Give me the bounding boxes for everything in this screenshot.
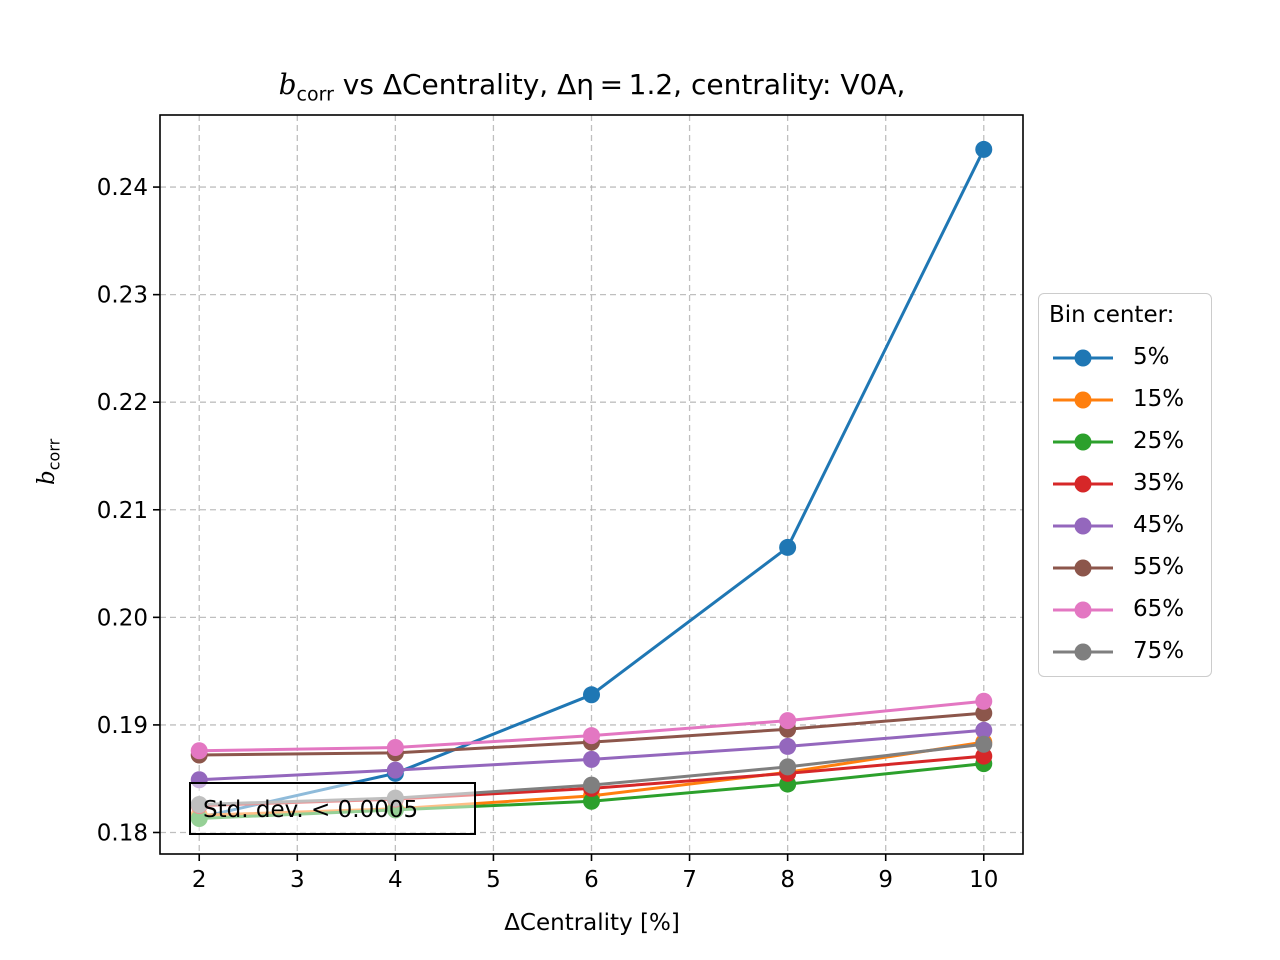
y-tick-label: 0.22: [97, 390, 148, 416]
legend-swatch: [1053, 559, 1113, 577]
data-point: [975, 704, 993, 722]
legend-label: 35%: [1133, 470, 1185, 496]
legend-swatch: [1053, 391, 1113, 409]
title-variable: b: [278, 68, 297, 101]
legend-marker: [1074, 475, 1092, 493]
x-tick-label: 4: [388, 867, 403, 893]
legend-label: 65%: [1133, 596, 1185, 622]
legend-swatch: [1053, 601, 1113, 619]
legend-item: 15%: [1051, 385, 1211, 415]
x-axis-label: ΔCentrality [%]: [504, 910, 680, 936]
y-tick-label: 0.24: [97, 175, 148, 201]
chart-title: bcorr vs ΔCentrality, Δη = 1.2, centrali…: [160, 68, 1024, 106]
legend-item: 65%: [1051, 595, 1211, 625]
x-tick-label: 6: [584, 867, 599, 893]
legend-marker: [1074, 433, 1092, 451]
data-point: [583, 727, 600, 745]
legend-label: 25%: [1133, 428, 1185, 454]
legend: Bin center: 5% 15% 25% 35% 45% 55% 65% 75%: [1038, 293, 1212, 677]
x-tick-label: 3: [290, 867, 305, 893]
legend-marker: [1074, 601, 1092, 619]
legend-marker: [1074, 349, 1092, 367]
legend-marker: [1074, 559, 1092, 577]
data-point: [779, 712, 797, 730]
legend-label: 45%: [1133, 512, 1185, 538]
data-point: [779, 758, 797, 776]
data-point: [975, 747, 993, 765]
x-tick-label: 2: [192, 867, 207, 893]
data-point: [779, 737, 797, 755]
legend-swatch: [1053, 433, 1113, 451]
x-tick-label: 8: [780, 867, 795, 893]
y-tick-label: 0.18: [97, 820, 148, 846]
legend-item: 5%: [1051, 343, 1211, 373]
data-point: [975, 140, 993, 158]
data-point: [190, 742, 208, 760]
x-tick-label: 9: [878, 867, 893, 893]
data-point: [583, 686, 600, 704]
data-point: [386, 761, 404, 779]
legend-swatch: [1053, 517, 1113, 535]
legend-marker: [1074, 391, 1092, 409]
legend-marker: [1074, 517, 1092, 535]
title-text: vs ΔCentrality, Δη = 1.2, centrality: V0…: [333, 68, 906, 101]
legend-label: 55%: [1133, 554, 1185, 580]
y-axis-label: bcorr: [34, 439, 64, 485]
data-point: [583, 776, 600, 794]
legend-item: 75%: [1051, 637, 1211, 667]
legend-swatch: [1053, 643, 1113, 661]
ylabel-subscript: corr: [44, 438, 64, 471]
y-tick-label: 0.21: [97, 498, 148, 524]
series-7: [190, 692, 993, 760]
y-tick-label: 0.23: [97, 283, 148, 309]
std-dev-annotation: Std. dev. < 0.0005: [189, 782, 476, 835]
legend-item: 25%: [1051, 427, 1211, 457]
ticks: 2 3 4 5 6 7 8 9 10 0.18 0.19 0.20 0.21 0.22 0.23 0.24: [97, 175, 999, 893]
x-tick-label: 10: [969, 867, 998, 893]
title-subscript: corr: [296, 83, 334, 106]
data-point: [583, 792, 600, 810]
data-point: [386, 739, 404, 757]
legend-swatch: [1053, 475, 1113, 493]
legend-item: 55%: [1051, 553, 1211, 583]
legend-label: 5%: [1133, 344, 1170, 370]
x-tick-label: 5: [486, 867, 501, 893]
legend-title: Bin center:: [1049, 302, 1175, 328]
y-tick-label: 0.19: [97, 713, 148, 739]
data-point: [583, 750, 600, 768]
data-point: [975, 692, 993, 710]
legend-swatch: [1053, 349, 1113, 367]
data-point: [975, 735, 993, 753]
data-point: [779, 538, 797, 556]
legend-item: 35%: [1051, 469, 1211, 499]
ylabel-variable: b: [34, 470, 60, 485]
x-tick-label: 7: [682, 867, 697, 893]
y-tick-label: 0.20: [97, 605, 148, 631]
legend-label: 75%: [1133, 638, 1185, 664]
legend-marker: [1074, 643, 1092, 661]
legend-label: 15%: [1133, 386, 1185, 412]
data-point: [975, 721, 993, 739]
legend-item: 45%: [1051, 511, 1211, 541]
